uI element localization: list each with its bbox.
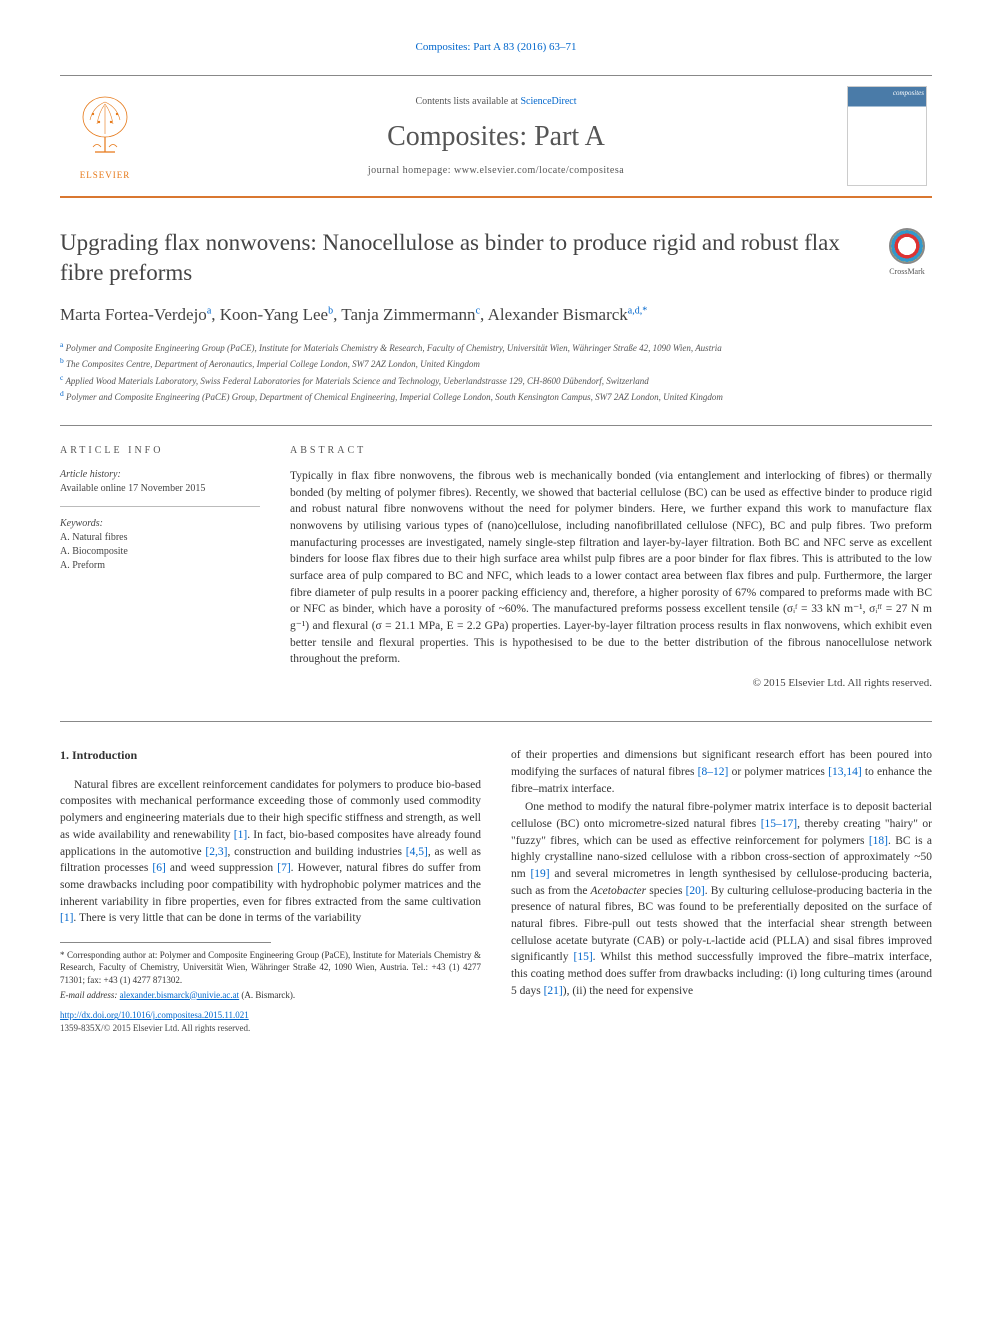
- abstract-text: Typically in flax fibre nonwovens, the f…: [290, 468, 932, 668]
- author: Tanja Zimmermannc: [341, 305, 480, 324]
- journal-homepage: journal homepage: www.elsevier.com/locat…: [150, 164, 842, 178]
- article-info: article info Article history: Available …: [60, 444, 260, 691]
- author: Marta Fortea-Verdejoa: [60, 305, 211, 324]
- citation-link[interactable]: [4,5]: [406, 846, 428, 858]
- keyword: A. Natural fibres: [60, 531, 260, 545]
- homepage-url[interactable]: www.elsevier.com/locate/compositesa: [454, 165, 624, 176]
- elsevier-tree-icon: [75, 92, 135, 162]
- affiliation: d Polymer and Composite Engineering (PaC…: [60, 388, 932, 405]
- email-suffix: (A. Bismarck).: [239, 990, 295, 1000]
- article-info-heading: article info: [60, 444, 260, 458]
- homepage-prefix: journal homepage:: [368, 165, 454, 176]
- corresponding-author-footnote: * Corresponding author at: Polymer and C…: [60, 949, 481, 987]
- abstract-copyright: © 2015 Elsevier Ltd. All rights reserved…: [290, 676, 932, 691]
- keyword: A. Biocomposite: [60, 545, 260, 559]
- citation-link[interactable]: [13,14]: [828, 766, 862, 778]
- sciencedirect-link[interactable]: ScienceDirect: [520, 96, 576, 107]
- citation-link[interactable]: [21]: [544, 985, 563, 997]
- cover-thumb-block: composites: [842, 76, 932, 196]
- intro-para-2: of their properties and dimensions but s…: [511, 747, 932, 797]
- doi-link[interactable]: http://dx.doi.org/10.1016/j.compositesa.…: [60, 1010, 249, 1020]
- abstract: abstract Typically in flax fibre nonwove…: [290, 444, 932, 691]
- citation-link[interactable]: [1]: [234, 829, 247, 841]
- email-link[interactable]: alexander.bismarck@univie.ac.at: [120, 990, 240, 1000]
- publisher-logo-block: ELSEVIER: [60, 82, 150, 192]
- affiliation: c Applied Wood Materials Laboratory, Swi…: [60, 372, 932, 389]
- footnote-separator: [60, 942, 271, 943]
- citation-link[interactable]: [15–17]: [761, 818, 797, 830]
- history-text: Available online 17 November 2015: [60, 482, 260, 496]
- keyword: A. Preform: [60, 559, 260, 573]
- journal-name: Composites: Part A: [150, 117, 842, 156]
- affiliation: a Polymer and Composite Engineering Grou…: [60, 339, 932, 356]
- intro-para-1: Natural fibres are excellent reinforceme…: [60, 777, 481, 927]
- species-name: Acetobacter: [591, 885, 647, 897]
- cover-thumb-title: composites: [850, 89, 924, 99]
- affiliations: a Polymer and Composite Engineering Grou…: [60, 339, 932, 405]
- article-title: Upgrading flax nonwovens: Nanocellulose …: [60, 228, 882, 288]
- authors-line: Marta Fortea-Verdejoa, Koon-Yang Leeb, T…: [60, 303, 932, 327]
- abstract-heading: abstract: [290, 444, 932, 458]
- keywords-label: Keywords:: [60, 517, 260, 531]
- doi-block: http://dx.doi.org/10.1016/j.compositesa.…: [60, 1009, 481, 1035]
- crossmark-icon: [889, 228, 925, 264]
- citation-link[interactable]: [20]: [686, 885, 705, 897]
- citation-link[interactable]: [8–12]: [698, 766, 729, 778]
- crossmark-label: CrossMark: [889, 267, 925, 276]
- citation-link[interactable]: [6]: [152, 862, 165, 874]
- author: Alexander Bismarcka,d,*: [488, 305, 648, 324]
- citation-link[interactable]: [1]: [60, 912, 73, 924]
- issn-line: 1359-835X/© 2015 Elsevier Ltd. All right…: [60, 1023, 250, 1033]
- citation-link[interactable]: [15]: [574, 951, 593, 963]
- intro-para-3: One method to modify the natural fibre-p…: [511, 799, 932, 999]
- publisher-name: ELSEVIER: [60, 169, 150, 182]
- contents-line: Contents lists available at ScienceDirec…: [150, 95, 842, 109]
- crossmark-widget[interactable]: CrossMark: [882, 228, 932, 277]
- email-footnote: E-mail address: alexander.bismarck@univi…: [60, 989, 481, 1002]
- intro-heading: 1. Introduction: [60, 747, 481, 764]
- citation-link[interactable]: [18]: [869, 835, 888, 847]
- history-label: Article history:: [60, 468, 260, 482]
- header-citation: Composites: Part A 83 (2016) 63–71: [60, 40, 932, 55]
- journal-cover-icon: composites: [847, 86, 927, 186]
- masthead: ELSEVIER Contents lists available at Sci…: [60, 75, 932, 198]
- citation-link[interactable]: [7]: [277, 862, 290, 874]
- citation-link[interactable]: [2,3]: [205, 846, 227, 858]
- contents-prefix: Contents lists available at: [415, 96, 520, 107]
- left-column: 1. Introduction Natural fibres are excel…: [60, 747, 481, 1035]
- citation-link[interactable]: [19]: [530, 868, 549, 880]
- affiliation: b The Composites Centre, Department of A…: [60, 355, 932, 372]
- right-column: of their properties and dimensions but s…: [511, 747, 932, 1035]
- masthead-center: Contents lists available at ScienceDirec…: [150, 85, 842, 188]
- email-label: E-mail address:: [60, 990, 120, 1000]
- body-columns: 1. Introduction Natural fibres are excel…: [60, 721, 932, 1035]
- author: Koon-Yang Leeb: [220, 305, 333, 324]
